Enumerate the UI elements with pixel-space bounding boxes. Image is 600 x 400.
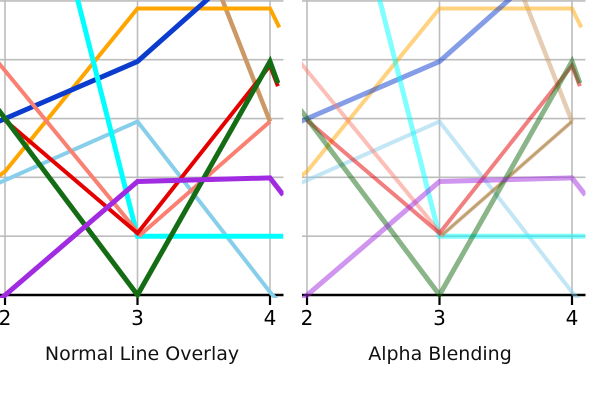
x-tick-label: 2 [0,306,11,330]
series-group-right [302,0,586,298]
x-tick-label: 2 [301,306,314,330]
series-line-cyan [377,0,586,239]
series-group-left [0,0,284,298]
x-tick-label: 4 [264,306,277,330]
series-line-blue [302,0,513,124]
x-tick-label: 4 [566,306,579,330]
series-line-tan [219,0,273,123]
series-line-orange [0,6,282,178]
series-line-tan [521,0,575,123]
series-line-sky-blue [302,119,580,298]
series-line-purple [0,175,284,298]
series-line-cyan [75,0,284,239]
series-line-sky-blue [0,119,278,298]
x-tick-label: 3 [433,306,446,330]
left-chart-title: Normal Line Overlay [44,343,240,365]
series-line-salmon [0,61,272,238]
series-line-blue [0,0,211,124]
x-tick-label: 3 [131,306,144,330]
right-chart-title: Alpha Blending [368,343,512,365]
series-line-orange [302,6,584,178]
series-line-purple [302,175,586,298]
